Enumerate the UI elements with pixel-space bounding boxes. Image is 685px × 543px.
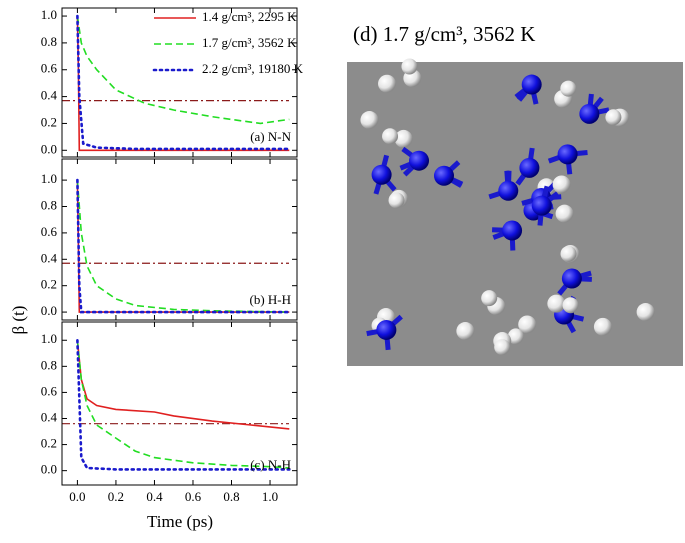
- series-line: [76, 340, 290, 469]
- hydrogen-atom: [388, 192, 405, 209]
- hydrogen-atom: [547, 294, 566, 313]
- nitrogen-atom: [433, 165, 454, 186]
- nitrogen-atom: [561, 268, 582, 289]
- x-tick-label: 0.4: [146, 489, 163, 504]
- hydrogen-atom: [382, 128, 399, 145]
- hydrogen-atom: [394, 129, 413, 148]
- y-tick-label: 0.2: [41, 114, 57, 129]
- y-axis-label: β (t): [9, 306, 28, 335]
- hydrogen-atom: [456, 322, 475, 341]
- y-tick-label: 1.0: [41, 171, 57, 186]
- y-tick-label: 0.8: [41, 197, 57, 212]
- nitrogen-atom: [502, 220, 523, 241]
- hydrogen-atom: [605, 109, 622, 126]
- panel-label: (b) H-H: [249, 292, 291, 307]
- molecules: [360, 58, 655, 356]
- image-title: (d) 1.7 g/cm³, 3562 K: [353, 22, 535, 46]
- nitrogen-atom: [557, 144, 578, 165]
- nitrogen-atom: [376, 319, 397, 340]
- hydrogen-atom: [560, 245, 577, 262]
- y-tick-label: 0.6: [41, 224, 58, 239]
- series-line: [76, 340, 290, 430]
- hydrogen-atom: [555, 204, 574, 223]
- legend-label: 1.7 g/cm³, 3562 K: [202, 35, 297, 50]
- hydrogen-atom: [636, 303, 655, 322]
- hydrogen-atom: [378, 74, 397, 93]
- series-line: [76, 15, 290, 125]
- hydrogen-atom: [560, 80, 577, 97]
- hydrogen-atom: [562, 297, 579, 314]
- nitrogen-atom: [531, 195, 552, 216]
- x-tick-label: 0.0: [69, 489, 85, 504]
- y-tick-label: 0.0: [41, 303, 57, 318]
- y-tick-label: 0.6: [41, 61, 58, 76]
- x-tick-label: 1.0: [262, 489, 278, 504]
- panel-label: (a) N-N: [250, 129, 291, 144]
- hydrogen-atom: [593, 317, 612, 336]
- y-tick-label: 0.4: [41, 88, 58, 103]
- hydrogen-atom: [494, 339, 511, 356]
- y-tick-label: 0.8: [41, 34, 57, 49]
- series-line: [76, 178, 291, 314]
- y-tick-label: 0.0: [41, 141, 57, 156]
- nitrogen-atom: [579, 103, 600, 124]
- hydrogen-atom: [401, 58, 418, 75]
- hydrogen-atom: [481, 290, 498, 307]
- y-tick-label: 0.0: [41, 462, 57, 477]
- x-tick-label: 0.8: [223, 489, 239, 504]
- legend-label: 2.2 g/cm³, 19180 K: [202, 61, 304, 76]
- nitrogen-atom: [521, 74, 542, 95]
- nitrogen-atom: [409, 150, 430, 171]
- panel-label: (c) N-H: [250, 457, 291, 472]
- hydrogen-atom: [552, 175, 571, 194]
- y-tick-label: 1.0: [41, 331, 57, 346]
- y-tick-label: 0.2: [41, 436, 57, 451]
- y-tick-label: 0.2: [41, 277, 57, 292]
- y-tick-label: 0.8: [41, 357, 57, 372]
- y-tick-label: 0.4: [41, 409, 58, 424]
- nitrogen-atom: [519, 157, 540, 178]
- plot-frame: [61, 7, 298, 158]
- series-line: [76, 14, 291, 151]
- series-line: [76, 339, 291, 471]
- hydrogen-atom: [360, 111, 379, 130]
- legend-label: 1.4 g/cm³, 2295 K: [202, 9, 297, 24]
- x-tick-label: 0.2: [108, 489, 124, 504]
- x-axis-label: Time (ps): [147, 512, 213, 531]
- nitrogen-atom: [498, 180, 519, 201]
- hydrogen-atom: [507, 328, 524, 345]
- hydrogen-atom: [518, 315, 537, 334]
- nitrogen-atom: [371, 164, 392, 185]
- y-tick-label: 0.4: [41, 250, 58, 265]
- y-tick-label: 0.6: [41, 383, 58, 398]
- y-tick-label: 1.0: [41, 7, 57, 22]
- plot-frame: [61, 158, 298, 321]
- plot-frame: [61, 321, 298, 486]
- x-tick-label: 0.6: [185, 489, 202, 504]
